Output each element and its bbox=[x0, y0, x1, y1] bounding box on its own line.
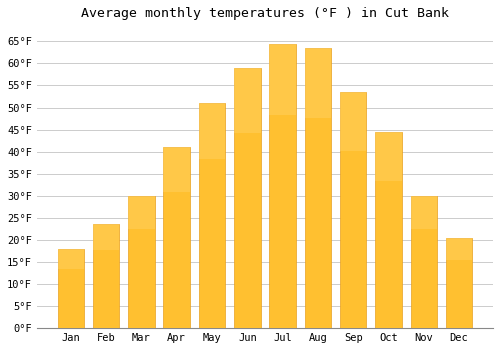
Bar bbox=[58, 249, 84, 268]
Bar bbox=[198, 103, 225, 159]
Bar bbox=[234, 68, 260, 133]
Bar bbox=[304, 48, 331, 118]
Bar bbox=[410, 196, 437, 328]
Bar bbox=[93, 224, 120, 328]
Bar bbox=[270, 43, 296, 115]
Bar bbox=[58, 249, 84, 328]
Bar bbox=[93, 224, 120, 250]
Bar bbox=[128, 196, 154, 328]
Bar bbox=[164, 147, 190, 192]
Bar bbox=[128, 196, 154, 229]
Title: Average monthly temperatures (°F ) in Cut Bank: Average monthly temperatures (°F ) in Cu… bbox=[81, 7, 449, 20]
Bar bbox=[340, 92, 366, 328]
Bar bbox=[340, 92, 366, 151]
Bar bbox=[446, 238, 472, 260]
Bar bbox=[270, 43, 296, 328]
Bar bbox=[304, 48, 331, 328]
Bar bbox=[375, 132, 402, 328]
Bar bbox=[375, 132, 402, 181]
Bar bbox=[164, 147, 190, 328]
Bar bbox=[198, 103, 225, 328]
Bar bbox=[234, 68, 260, 328]
Bar bbox=[410, 196, 437, 229]
Bar bbox=[446, 238, 472, 328]
